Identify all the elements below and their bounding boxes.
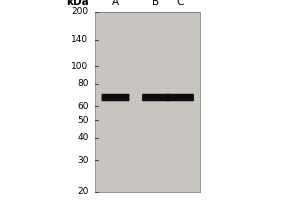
FancyBboxPatch shape <box>142 94 170 101</box>
FancyBboxPatch shape <box>102 94 130 101</box>
Text: 60: 60 <box>77 102 88 111</box>
Text: C: C <box>176 0 184 7</box>
Text: 140: 140 <box>71 35 88 44</box>
Text: 50: 50 <box>77 116 88 125</box>
Text: 80: 80 <box>77 79 88 88</box>
FancyBboxPatch shape <box>166 94 194 101</box>
Text: 20: 20 <box>77 188 88 196</box>
Bar <box>94 12 200 192</box>
Text: kDa: kDa <box>66 0 88 7</box>
Text: 100: 100 <box>71 62 88 71</box>
Text: 40: 40 <box>77 133 88 142</box>
Text: 200: 200 <box>71 7 88 17</box>
Text: A: A <box>112 0 119 7</box>
Text: 30: 30 <box>77 156 88 165</box>
Text: B: B <box>152 0 160 7</box>
